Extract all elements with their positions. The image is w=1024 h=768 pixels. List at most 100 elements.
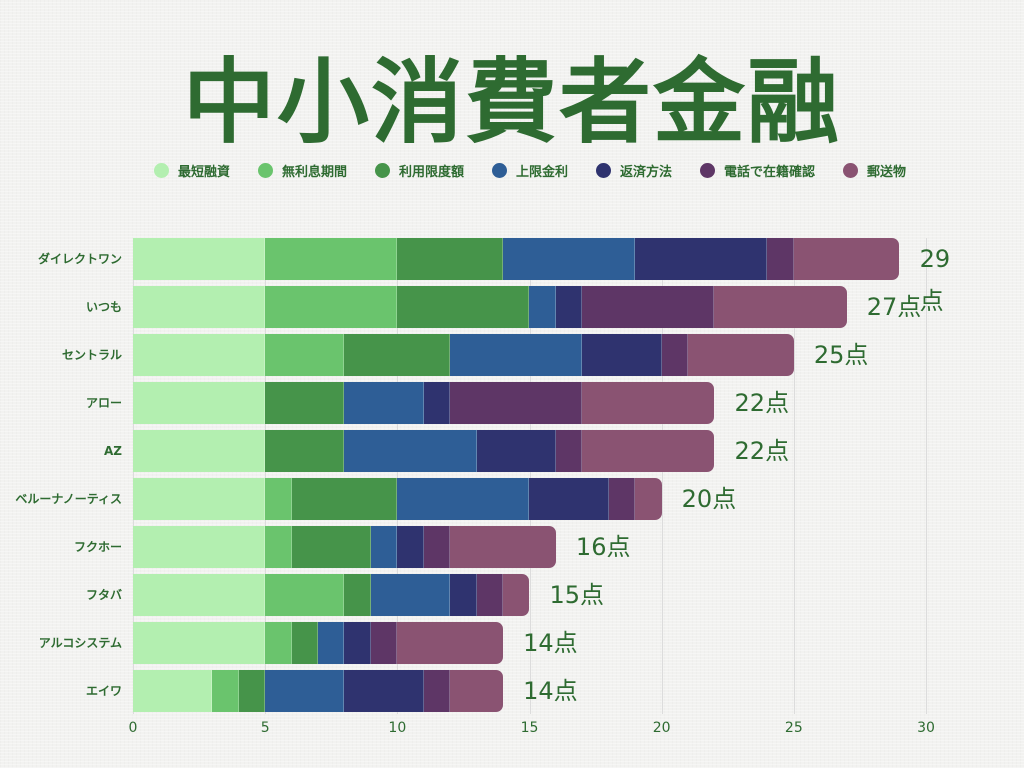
legend-swatch-icon (374, 162, 390, 178)
bar-segment[interactable] (133, 430, 266, 472)
legend-label: 電話で在籍確認 (724, 164, 816, 180)
bar-segment[interactable] (714, 286, 847, 328)
bar-segment[interactable] (265, 286, 398, 328)
bar-segment[interactable] (397, 526, 424, 568)
legend-item[interactable]: 返済方法 (596, 160, 672, 180)
bar-segment[interactable] (582, 286, 715, 328)
bar-row[interactable] (133, 238, 900, 280)
bar-segment[interactable] (265, 670, 345, 712)
total-label: 27点 (866, 293, 922, 321)
legend-item[interactable]: 上限金利 (491, 160, 568, 180)
bar-segment[interactable] (635, 238, 768, 280)
bar-segment[interactable] (370, 622, 398, 664)
bar-segment[interactable] (423, 526, 451, 568)
bar-segment[interactable] (265, 478, 292, 520)
bar-row[interactable] (133, 574, 530, 616)
bar-segment[interactable] (291, 526, 371, 568)
legend-item[interactable]: 郵送物 (843, 160, 906, 180)
bar-segment[interactable] (318, 622, 345, 664)
bar-segment[interactable] (767, 238, 794, 280)
bar-segment[interactable] (291, 622, 318, 664)
bar-segment[interactable] (397, 286, 530, 328)
bar-segment[interactable] (344, 382, 424, 424)
bar-segment[interactable] (793, 238, 900, 280)
bar-segment[interactable] (450, 574, 477, 616)
bar-segment[interactable] (344, 574, 371, 616)
y-axis-label: ダイレクトワン (37, 252, 122, 266)
bar-segment[interactable] (370, 526, 398, 568)
bar-segment[interactable] (397, 622, 503, 664)
bar-segment[interactable] (529, 286, 556, 328)
bar-row[interactable] (133, 622, 503, 664)
bar-segment[interactable] (133, 526, 266, 568)
bar-segment[interactable] (423, 382, 451, 424)
legend-swatch-icon (700, 162, 716, 178)
bar-segment[interactable] (265, 334, 345, 376)
bar-segment[interactable] (133, 478, 266, 520)
bar-segment[interactable] (291, 478, 398, 520)
legend-swatch-icon (491, 162, 507, 178)
bar-segment[interactable] (582, 430, 715, 472)
bar-segment[interactable] (212, 670, 239, 712)
bar-row[interactable] (133, 334, 794, 376)
bar-segment[interactable] (608, 478, 636, 520)
bar-segment[interactable] (265, 382, 345, 424)
chart-title: 中小消費者金融 (182, 49, 841, 156)
bar-segment[interactable] (238, 670, 266, 712)
gridline (265, 238, 267, 714)
bar-row[interactable] (133, 670, 504, 712)
bar-segment[interactable] (344, 430, 477, 472)
bar-segment[interactable] (397, 478, 530, 520)
bar-segment[interactable] (133, 238, 266, 280)
bar-segment[interactable] (635, 478, 662, 520)
legend-swatch-icon (153, 162, 169, 178)
bar-segment[interactable] (503, 574, 530, 616)
bar-segment[interactable] (555, 286, 583, 328)
bar-segment[interactable] (344, 670, 424, 712)
bar-row[interactable] (133, 382, 715, 424)
bar-row[interactable] (133, 526, 556, 568)
bar-row[interactable] (133, 478, 662, 520)
bar-segment[interactable] (370, 574, 451, 616)
bar-segment[interactable] (476, 430, 556, 472)
bar-segment[interactable] (450, 526, 556, 568)
y-axis-label: AZ (104, 444, 122, 458)
gridline (397, 238, 399, 714)
x-axis-tick: 25 (784, 720, 803, 736)
bar-segment[interactable] (133, 574, 266, 616)
total-label: 29点 (919, 245, 951, 315)
legend-item[interactable]: 無利息期間 (257, 160, 347, 180)
bar-segment[interactable] (265, 526, 292, 568)
bar-segment[interactable] (265, 574, 345, 616)
bar-segment[interactable] (503, 238, 636, 280)
bar-segment[interactable] (133, 334, 266, 376)
bar-segment[interactable] (555, 430, 583, 472)
legend-item[interactable]: 利用限度額 (374, 160, 464, 180)
bar-row[interactable] (133, 430, 715, 472)
bar-segment[interactable] (133, 622, 266, 664)
bar-segment[interactable] (133, 286, 266, 328)
bar-segment[interactable] (133, 382, 266, 424)
total-label: 16点 (575, 533, 631, 561)
bar-segment[interactable] (688, 334, 794, 376)
bar-segment[interactable] (582, 382, 715, 424)
bar-segment[interactable] (450, 382, 583, 424)
bar-segment[interactable] (582, 334, 662, 376)
x-axis-tick: 20 (652, 720, 671, 736)
legend-item[interactable]: 最短融資 (153, 160, 230, 180)
bar-segment[interactable] (265, 430, 345, 472)
bar-segment[interactable] (397, 238, 504, 280)
bar-segment[interactable] (423, 670, 451, 712)
bar-segment[interactable] (476, 574, 504, 616)
legend-item[interactable]: 電話で在籍確認 (700, 160, 815, 180)
bar-segment[interactable] (450, 670, 504, 712)
bar-segment[interactable] (529, 478, 609, 520)
bar-segment[interactable] (133, 670, 213, 712)
bar-segment[interactable] (661, 334, 689, 376)
bar-segment[interactable] (344, 334, 451, 376)
bar-segment[interactable] (450, 334, 583, 376)
bar-segment[interactable] (344, 622, 371, 664)
bar-segment[interactable] (265, 622, 292, 664)
bar-segment[interactable] (265, 238, 398, 280)
bar-row[interactable] (133, 286, 847, 328)
